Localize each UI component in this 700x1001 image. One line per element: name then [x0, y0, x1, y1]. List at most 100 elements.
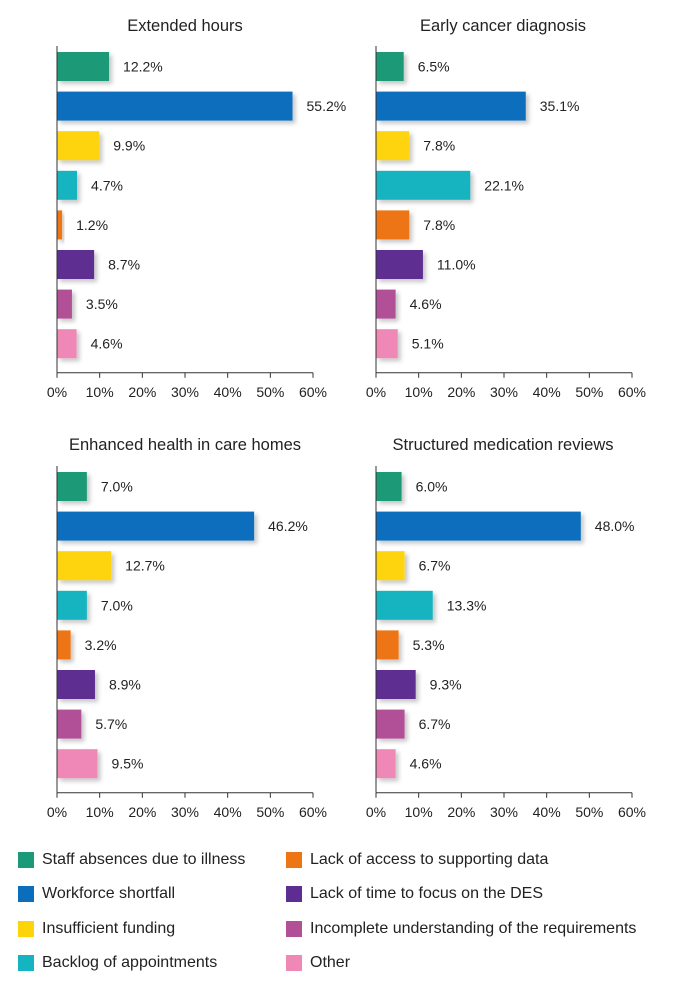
legend-label: Workforce shortfall: [42, 885, 176, 902]
x-tick-label: 10%: [405, 804, 433, 820]
x-tick-label: 60%: [299, 804, 327, 820]
data-label: 48.0%: [595, 518, 635, 534]
legend-swatch: [18, 886, 34, 902]
x-tick-label: 20%: [447, 384, 475, 400]
x-tick-label: 50%: [256, 384, 284, 400]
x-tick-label: 10%: [86, 804, 114, 820]
legend-label: Other: [310, 954, 351, 971]
legend-item-workforce-shortfall: Workforce shortfall: [18, 882, 175, 906]
x-tick-label: 20%: [128, 384, 156, 400]
legend-label: Insufficient funding: [42, 920, 176, 937]
bar: [376, 511, 581, 541]
chart-title: Early cancer diagnosis: [420, 17, 586, 35]
legend-label: Lack of access to supporting data: [310, 851, 549, 868]
data-label: 12.7%: [125, 558, 165, 574]
data-label: 7.0%: [101, 479, 133, 495]
x-tick-label: 30%: [171, 804, 199, 820]
bar: [376, 749, 396, 779]
x-tick-label: 0%: [366, 804, 386, 820]
bar: [376, 590, 433, 620]
x-tick-label: 50%: [575, 384, 603, 400]
bar: [376, 289, 396, 319]
data-label: 13.3%: [447, 597, 487, 613]
bar: [57, 590, 87, 620]
legend-item-insufficient-funding: Insufficient funding: [18, 917, 175, 941]
data-label: 4.6%: [91, 336, 123, 352]
legend-item-other: Other: [286, 951, 350, 975]
bar: [57, 91, 293, 121]
bar: [376, 131, 410, 161]
bar: [57, 329, 77, 359]
x-tick-label: 60%: [299, 384, 327, 400]
data-label: 22.1%: [484, 177, 524, 193]
bar: [376, 170, 471, 200]
x-tick-label: 40%: [533, 384, 561, 400]
x-tick-label: 0%: [47, 384, 67, 400]
data-label: 7.8%: [423, 138, 455, 154]
data-label: 9.3%: [430, 677, 462, 693]
bar: [376, 472, 402, 501]
data-label: 9.9%: [113, 138, 145, 154]
data-label: 6.0%: [416, 479, 448, 495]
data-label: 6.5%: [418, 59, 450, 75]
chart-panel: Early cancer diagnosis 6.5% 35.1% 7.8% 22.1%…: [366, 17, 646, 400]
bar: [57, 551, 112, 581]
bar: [376, 210, 410, 240]
bar: [57, 630, 71, 660]
x-tick-label: 50%: [575, 804, 603, 820]
data-label: 8.7%: [108, 257, 140, 273]
bar: [376, 670, 416, 699]
x-tick-label: 40%: [533, 804, 561, 820]
data-label: 9.5%: [112, 756, 144, 772]
data-label: 4.6%: [410, 756, 442, 772]
bar: [376, 709, 405, 739]
x-tick-label: 60%: [618, 384, 646, 400]
bar: [57, 472, 87, 501]
chart-panel: Extended hours 12.2% 55.2% 9.9% 4.7% 1.2% 8.7%…: [47, 17, 346, 400]
data-label: 3.2%: [85, 637, 117, 653]
bar: [57, 511, 255, 541]
legend-swatch: [18, 955, 34, 971]
data-label: 7.0%: [101, 597, 133, 613]
legend-item-lack-of-data: Lack of access to supporting data: [286, 848, 548, 872]
legend-item-staff-absences: Staff absences due to illness: [18, 848, 245, 872]
data-label: 5.3%: [413, 637, 445, 653]
legend-swatch: [286, 886, 302, 902]
x-tick-label: 30%: [490, 384, 518, 400]
bar: [376, 551, 405, 581]
data-label: 6.7%: [419, 716, 451, 732]
bar: [376, 329, 398, 359]
bar: [376, 630, 399, 660]
x-tick-label: 20%: [128, 804, 156, 820]
bar: [57, 210, 63, 240]
x-tick-label: 30%: [490, 804, 518, 820]
legend-label: Backlog of appointments: [42, 954, 218, 971]
bar: [57, 749, 98, 779]
bar: [57, 670, 95, 699]
data-label: 8.9%: [109, 677, 141, 693]
bar: [376, 52, 404, 81]
legend-swatch: [286, 852, 302, 868]
legend-label: Staff absences due to illness: [42, 851, 246, 868]
bar: [57, 170, 78, 200]
chart-panel: Enhanced health in care homes 7.0% 46.2% 12…: [47, 436, 327, 820]
x-tick-label: 10%: [86, 384, 114, 400]
legend-label: Incomplete understanding of the requirem…: [310, 920, 637, 937]
bar: [57, 131, 100, 161]
data-label: 5.1%: [412, 336, 444, 352]
legend-swatch: [18, 921, 34, 937]
chart-title: Enhanced health in care homes: [69, 436, 301, 454]
x-tick-label: 0%: [47, 804, 67, 820]
legend-item-lack-of-time: Lack of time to focus on the DES: [286, 882, 543, 906]
data-label: 46.2%: [268, 518, 308, 534]
x-tick-label: 40%: [214, 804, 242, 820]
legend-swatch: [286, 921, 302, 937]
data-label: 12.2%: [123, 59, 163, 75]
x-tick-label: 10%: [405, 384, 433, 400]
bar: [57, 709, 82, 739]
bar: [376, 250, 423, 279]
chart-panel: Structured medication reviews 6.0% 48.0% 6.…: [366, 436, 646, 820]
legend-item-backlog: Backlog of appointments: [18, 951, 217, 975]
data-label: 35.1%: [540, 98, 580, 114]
data-label: 11.0%: [437, 257, 476, 273]
